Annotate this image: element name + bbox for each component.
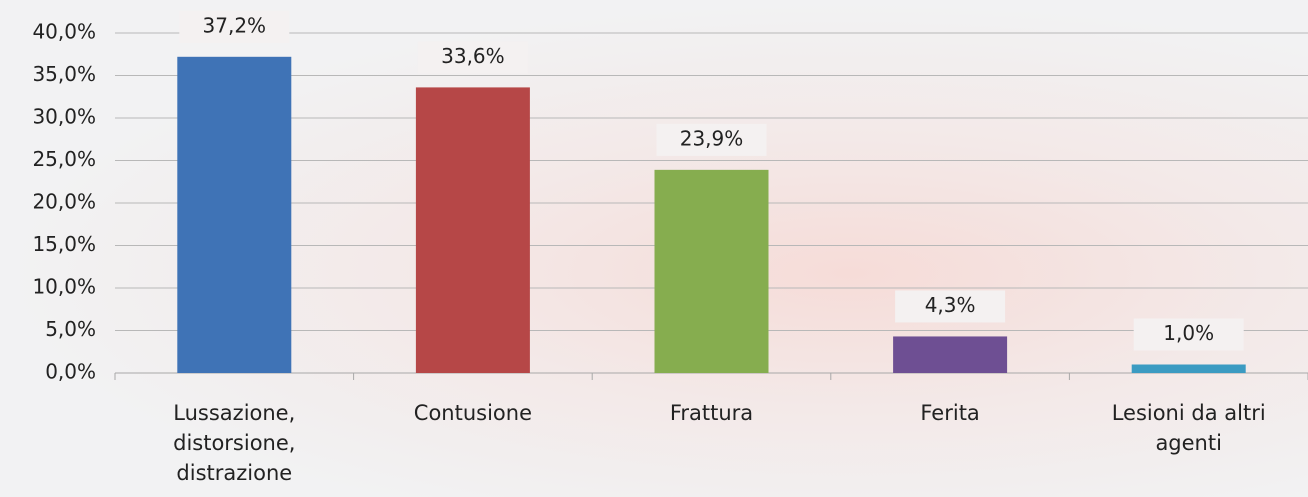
- bar: [177, 57, 291, 373]
- x-tick-label: Contusione: [383, 398, 563, 428]
- bar: [1132, 365, 1246, 374]
- y-tick-label: 5,0%: [45, 317, 96, 341]
- y-tick-label: 20,0%: [32, 190, 96, 214]
- value-label: 4,3%: [925, 293, 976, 317]
- y-tick-label: 25,0%: [32, 147, 96, 171]
- value-label: 23,9%: [680, 126, 744, 150]
- x-tick-label: Lesioni da altri agenti: [1099, 398, 1279, 458]
- bar: [416, 87, 530, 373]
- x-tick-label: Ferita: [860, 398, 1040, 428]
- y-tick-label: 30,0%: [32, 105, 96, 129]
- y-tick-label: 15,0%: [32, 232, 96, 256]
- x-tick-label: Frattura: [622, 398, 802, 428]
- bar: [655, 170, 769, 373]
- y-tick-label: 10,0%: [32, 275, 96, 299]
- y-tick-label: 40,0%: [32, 20, 96, 44]
- bar: [893, 336, 1007, 373]
- value-label: 1,0%: [1163, 321, 1214, 345]
- x-tick-label: Lussazione, distorsione, distrazione: [144, 398, 324, 488]
- value-label: 37,2%: [203, 13, 267, 37]
- chart: 0,0% 5,0% 10,0% 15,0% 20,0% 25,0% 30,0% 35,0% 40…: [0, 0, 1308, 497]
- y-tick-label: 0,0%: [45, 360, 96, 384]
- value-label: 33,6%: [441, 44, 505, 68]
- y-tick-label: 35,0%: [32, 62, 96, 86]
